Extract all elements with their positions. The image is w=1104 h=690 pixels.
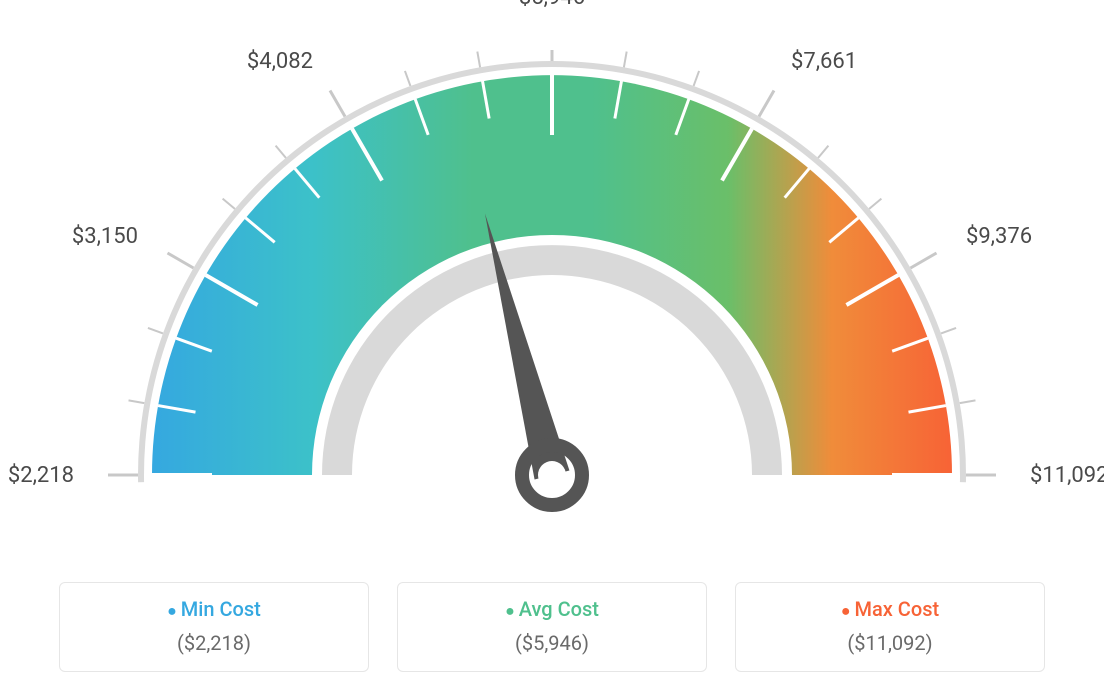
- legend-value-avg: ($5,946): [398, 631, 706, 655]
- legend-title-min: Min Cost: [60, 597, 368, 621]
- gauge-svg: [0, 50, 1104, 555]
- gauge-tick-label: $9,376: [966, 224, 1032, 249]
- legend-title-avg: Avg Cost: [398, 597, 706, 621]
- gauge-tick-label: $5,946: [512, 0, 592, 10]
- legend-card-max: Max Cost ($11,092): [735, 582, 1045, 672]
- legend-value-max: ($11,092): [736, 631, 1044, 655]
- legend-value-min: ($2,218): [60, 631, 368, 655]
- gauge-tick-label: $3,150: [48, 224, 138, 249]
- gauge-tick-label: $7,661: [791, 49, 857, 74]
- gauge-chart: $2,218 $3,150 $4,082 $5,946 $7,661 $9,376 $11,…: [0, 0, 1104, 560]
- legend-card-min: Min Cost ($2,218): [59, 582, 369, 672]
- gauge-tick-label: $4,082: [223, 49, 313, 74]
- gauge-tick-label: $2,218: [0, 463, 74, 488]
- legend-row: Min Cost ($2,218) Avg Cost ($5,946) Max …: [59, 582, 1045, 672]
- legend-title-max: Max Cost: [736, 597, 1044, 621]
- legend-card-avg: Avg Cost ($5,946): [397, 582, 707, 672]
- gauge-tick-label: $11,092: [1030, 463, 1104, 488]
